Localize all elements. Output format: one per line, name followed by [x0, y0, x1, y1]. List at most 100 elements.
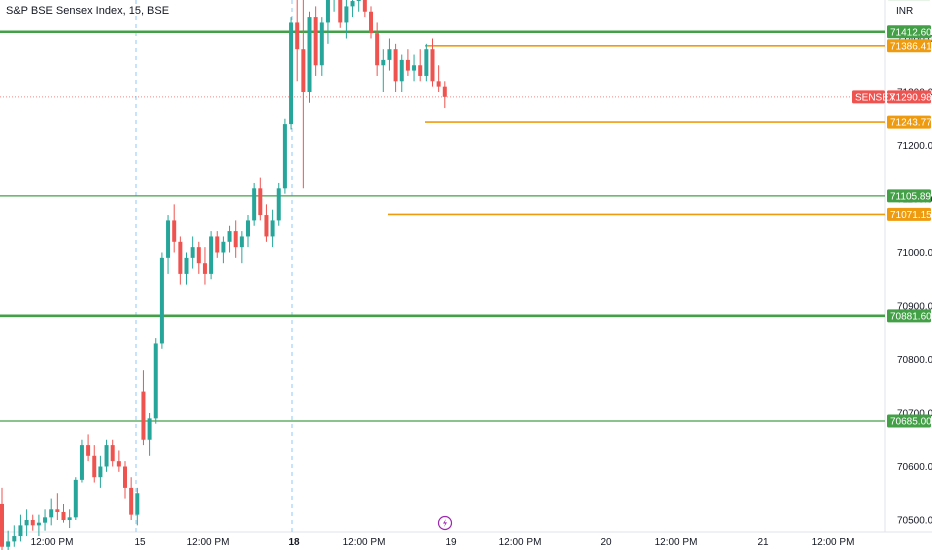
candle-body — [393, 49, 398, 82]
green-level-badge-bg — [887, 25, 931, 39]
candle-body — [307, 17, 312, 93]
candle-body — [424, 49, 429, 76]
candle-body — [24, 520, 29, 526]
green-level-badge-text: 71412.60 — [890, 27, 932, 38]
candle — [215, 231, 220, 258]
candle — [412, 54, 417, 82]
candle-body — [399, 59, 404, 82]
candle-body — [246, 220, 250, 237]
orange-level-badge: 71071.15 — [887, 207, 932, 221]
candle — [178, 236, 183, 285]
candle-body — [301, 49, 306, 92]
candle-body — [387, 49, 392, 60]
candle-body — [129, 487, 134, 515]
candle-body — [55, 509, 60, 512]
candle — [43, 509, 48, 531]
orange-level-badge-text: 71071.15 — [890, 210, 932, 221]
candle-body — [73, 479, 78, 518]
candle — [86, 434, 91, 462]
candle-body — [43, 517, 48, 523]
green-level-badge: 71412.60 — [887, 25, 932, 39]
candle-body — [190, 247, 195, 258]
candle — [116, 450, 121, 472]
candle-body — [110, 445, 115, 462]
x-tick-label: 12:00 PM — [499, 537, 542, 548]
candle — [313, 6, 318, 76]
candle — [227, 225, 232, 253]
candle — [436, 65, 441, 92]
candle-body — [18, 525, 23, 537]
candle-body — [233, 231, 238, 248]
candle — [270, 209, 275, 248]
candle-body — [338, 0, 343, 23]
candle-body — [362, 0, 367, 12]
candle-body — [61, 511, 66, 520]
candle — [424, 43, 429, 82]
green-level-badge-text: 70881.60 — [890, 311, 932, 322]
candle-body — [356, 0, 361, 2]
candle — [92, 445, 97, 483]
level-lines-layer — [0, 30, 885, 422]
candle-body — [442, 86, 447, 97]
candle — [61, 503, 66, 523]
candle-body — [252, 188, 257, 221]
candle-body — [135, 493, 140, 515]
candle — [12, 525, 17, 547]
candle-body — [123, 466, 127, 488]
candle — [79, 439, 84, 483]
candle-body — [375, 33, 380, 66]
x-tick-label: 12:00 PM — [187, 537, 230, 548]
y-tick-label: 71200.00 — [897, 141, 932, 152]
candle-body — [202, 263, 207, 274]
candle-body — [319, 22, 324, 66]
candles-layer — [0, 0, 447, 550]
symbol-tag: SENSEX — [852, 90, 896, 104]
candle-body — [381, 59, 386, 66]
candle — [350, 0, 355, 18]
candle — [258, 177, 263, 221]
chart-title: S&P BSE Sensex Index, 15, BSE — [6, 5, 169, 17]
orange-level-badge-text: 71386.41 — [890, 41, 932, 52]
candle-body — [178, 241, 183, 274]
green-level-badge-bg — [887, 189, 931, 203]
candle — [123, 461, 127, 499]
candle — [418, 49, 423, 82]
candle — [67, 509, 72, 529]
candle — [264, 204, 269, 242]
candle — [159, 252, 164, 349]
candle-body — [98, 466, 103, 478]
orange-level-badge-bg — [887, 115, 931, 129]
price-axis-layer: INR 70500.00 70600.00 70700.00 70800.00 7090… — [896, 6, 932, 527]
candle — [55, 493, 60, 520]
candle — [325, 0, 330, 44]
candle — [129, 477, 134, 520]
candle-body — [141, 391, 146, 440]
candle — [49, 498, 54, 526]
x-tick-label: 21 — [757, 537, 769, 548]
candle-body — [405, 59, 410, 71]
candle-body — [227, 231, 232, 242]
lightning-icon[interactable] — [437, 515, 453, 531]
candle — [387, 38, 392, 71]
candle-body — [184, 257, 189, 274]
candle — [239, 231, 244, 264]
candle — [393, 43, 398, 92]
candle — [338, 0, 343, 28]
candle-body — [79, 445, 84, 480]
green-level-badge: 70881.60 — [887, 309, 932, 323]
y-tick-label: 71000.00 — [897, 248, 932, 259]
green-level-badge: 70685.00 — [887, 414, 932, 428]
y-tick-label: 70900.00 — [897, 302, 932, 313]
candle-body — [418, 65, 423, 76]
candle-body — [104, 445, 109, 467]
candle-body — [86, 445, 91, 456]
candle — [0, 487, 4, 550]
candle-body — [30, 520, 35, 526]
y-tick-label: 70500.00 — [897, 516, 932, 527]
symbol-tag-text: SENSEX — [855, 92, 896, 103]
candle-body — [12, 536, 17, 542]
candle-body — [239, 236, 244, 248]
candle-body — [258, 188, 263, 216]
candle — [356, 0, 361, 12]
